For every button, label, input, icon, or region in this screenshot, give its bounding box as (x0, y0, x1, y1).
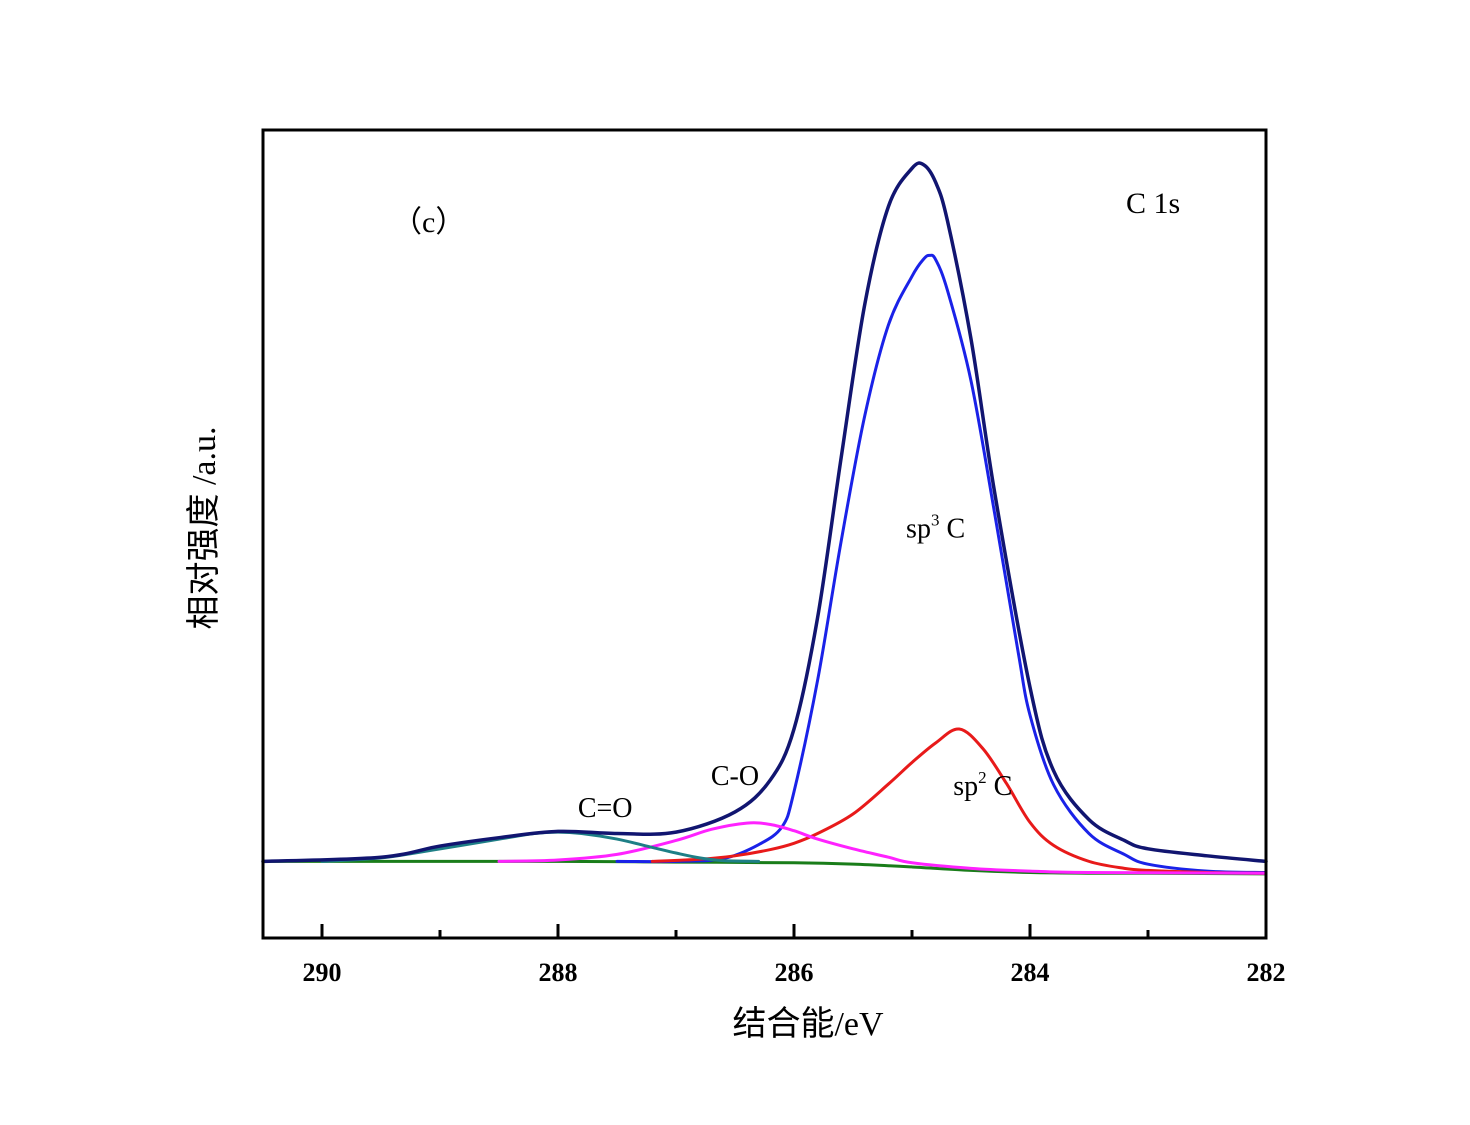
x-tick-label: 284 (1011, 958, 1050, 987)
y-axis-title: 相对强度 /a.u. (185, 426, 223, 629)
x-tick-label: 282 (1247, 958, 1286, 987)
peak-annotation: C-O (711, 761, 759, 792)
annotations-group: sp3 C sp2 C C-O C=O (578, 510, 1012, 823)
x-axis-title: 结合能/eV (732, 1005, 884, 1043)
series-line-sp-c (650, 727, 1268, 875)
region-label: C 1s (1126, 187, 1180, 220)
peak-annotation: sp2 C (953, 768, 1012, 802)
x-ticks-group: 290 288 286 284 282 (303, 924, 1286, 987)
plot-frame (261, 128, 1268, 940)
series-line-sp-c (615, 253, 1268, 875)
panel-label: （c） (392, 206, 465, 239)
peak-annotation: C=O (578, 793, 633, 824)
x-tick-label: 290 (303, 958, 342, 987)
x-tick-label: 288 (539, 958, 578, 987)
peak-annotation: sp3 C (906, 510, 965, 544)
curves-group (261, 161, 1268, 876)
series-line-envelope (261, 161, 1268, 864)
x-tick-label: 286 (775, 958, 814, 987)
series-line-c-o (497, 821, 1268, 875)
